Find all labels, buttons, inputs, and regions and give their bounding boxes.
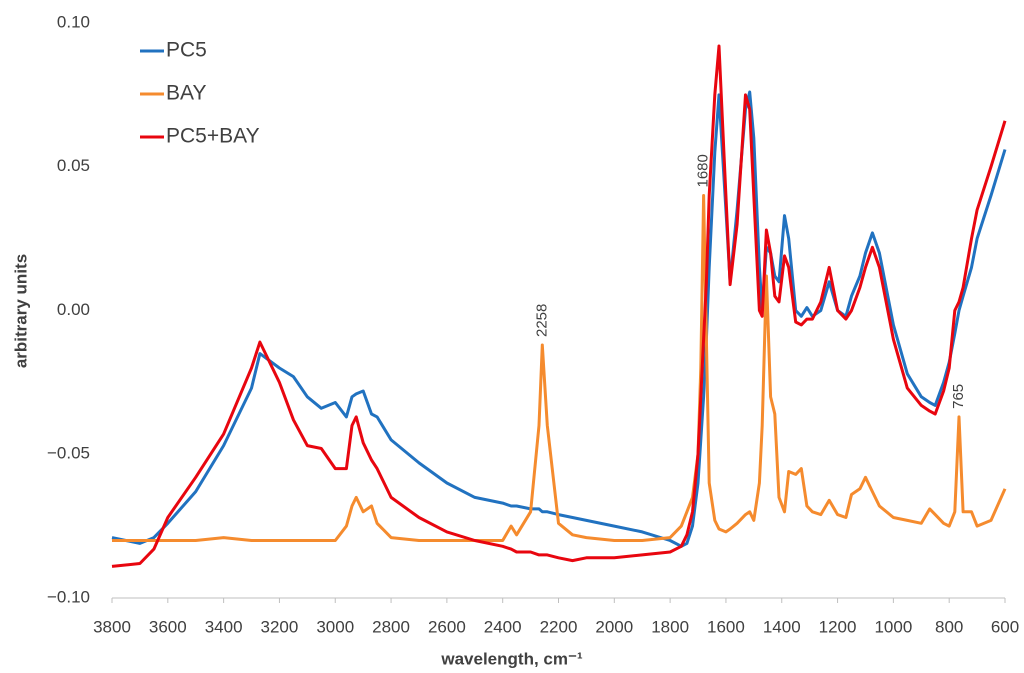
x-tick-label: 2200 <box>540 617 578 636</box>
x-tick-label: 2800 <box>372 617 410 636</box>
x-tick-label: 3800 <box>93 617 131 636</box>
y-tick-label: −0.05 <box>47 444 90 463</box>
x-tick-label: 2000 <box>595 617 633 636</box>
annotation: 2258 <box>533 304 550 337</box>
annotation: 765 <box>950 384 967 409</box>
x-tick-label: 3600 <box>149 617 187 636</box>
y-tick-label: 0.00 <box>57 300 90 319</box>
y-tick-label: −0.10 <box>47 587 90 606</box>
x-tick-label: 1000 <box>874 617 912 636</box>
x-tick-label: 1800 <box>651 617 689 636</box>
x-tick-label: 1200 <box>819 617 857 636</box>
series-line <box>111 44 1007 568</box>
x-tick-label: 800 <box>935 617 963 636</box>
x-tick-label: 3000 <box>316 617 354 636</box>
x-tick-label: 3400 <box>205 617 243 636</box>
annotation: 1680 <box>695 154 712 187</box>
y-tick-label: 0.10 <box>57 12 90 31</box>
legend-label: PC5 <box>166 39 207 62</box>
legend-label: BAY <box>166 82 206 105</box>
x-tick-label: 3200 <box>261 617 299 636</box>
y-tick-label: 0.05 <box>57 156 90 175</box>
x-tick-label: 1400 <box>763 617 801 636</box>
x-tick-label: 2600 <box>428 617 466 636</box>
y-axis-label: arbitrary units <box>11 254 30 368</box>
x-tick-label: 600 <box>991 617 1019 636</box>
legend-label: PC5+BAY <box>166 125 260 148</box>
series-line <box>112 194 1007 542</box>
x-tick-label: 2400 <box>484 617 522 636</box>
x-axis-label: wavelength, cm⁻¹ <box>440 649 583 668</box>
x-tick-label: 1600 <box>707 617 745 636</box>
series-line <box>111 90 1007 548</box>
